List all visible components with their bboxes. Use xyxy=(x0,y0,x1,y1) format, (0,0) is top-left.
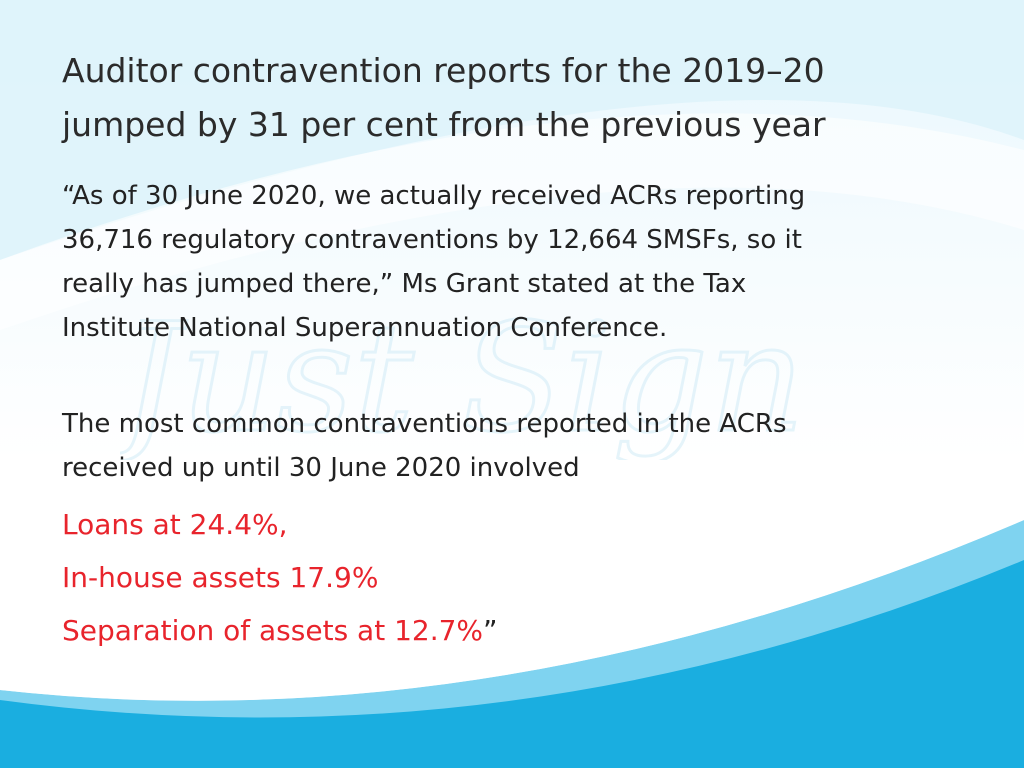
top-white-arc xyxy=(0,113,1024,330)
contravention-stats-list: Loans at 24.4%, In-house assets 17.9% Se… xyxy=(62,498,962,657)
quote-line-4: Institute National Superannuation Confer… xyxy=(62,313,668,343)
quote-line-2: 36,716 regulatory contraventions by 12,6… xyxy=(62,225,802,255)
intro-paragraph: The most common contraventions reported … xyxy=(62,402,962,490)
intro-line-1: The most common contraventions reported … xyxy=(62,409,787,439)
top-light-arc xyxy=(0,0,1024,260)
quote-line-3: really has jumped there,” Ms Grant state… xyxy=(62,269,747,299)
quote-line-1: “As of 30 June 2020, we actually receive… xyxy=(62,181,806,211)
watermark-logo: Just Sign xyxy=(120,300,807,460)
closing-quote-mark: ” xyxy=(483,614,498,647)
stat-in-house-assets: In-house assets 17.9% xyxy=(62,551,962,604)
stat-loans: Loans at 24.4%, xyxy=(62,498,962,551)
title-line-2: jumped by 31 per cent from the previous … xyxy=(62,105,826,144)
slide-title: Auditor contravention reports for the 20… xyxy=(62,44,962,152)
slide-content: Auditor contravention reports for the 20… xyxy=(62,44,962,657)
intro-line-2: received up until 30 June 2020 involved xyxy=(62,453,580,483)
stat-in-house-assets-text: In-house assets 17.9% xyxy=(62,561,379,594)
quote-paragraph: “As of 30 June 2020, we actually receive… xyxy=(62,174,962,350)
stat-separation-of-assets: Separation of assets at 12.7%” xyxy=(62,604,962,657)
stat-separation-of-assets-text: Separation of assets at 12.7% xyxy=(62,614,484,647)
stat-loans-text: Loans at 24.4%, xyxy=(62,508,288,541)
bottom-dark-wave xyxy=(0,560,1024,768)
bottom-white-swoosh xyxy=(0,505,1024,701)
title-line-1: Auditor contravention reports for the 20… xyxy=(62,51,825,90)
watermark-text: Just Sign xyxy=(120,300,805,460)
